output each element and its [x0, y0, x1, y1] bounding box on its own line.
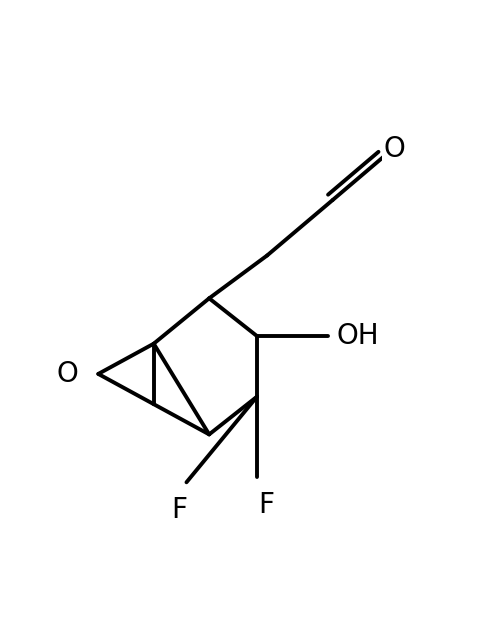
Text: F: F	[171, 496, 187, 525]
Text: O: O	[56, 360, 78, 388]
Text: F: F	[258, 491, 274, 519]
Text: OH: OH	[337, 322, 380, 350]
Text: O: O	[383, 135, 405, 162]
